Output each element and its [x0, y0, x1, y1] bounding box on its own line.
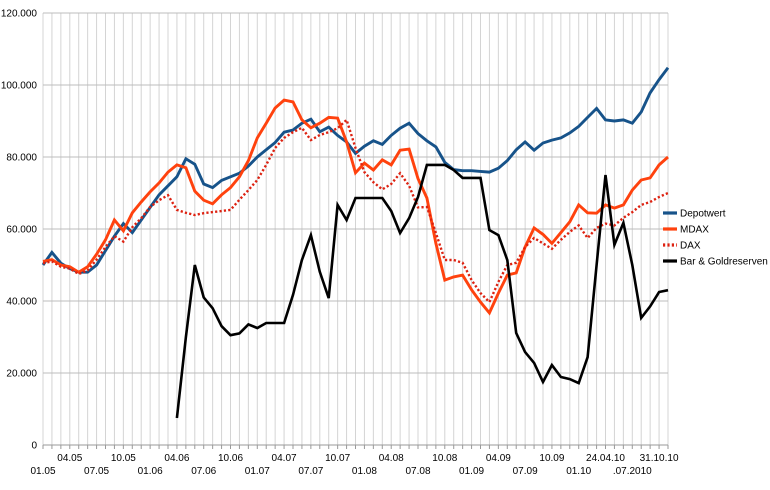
y-axis-label: 40.000	[6, 297, 37, 308]
legend-label-mdax: MDAX	[680, 225, 709, 236]
x-axis-label: .07.2010	[613, 466, 652, 477]
y-axis-label: 120.000	[1, 9, 38, 20]
x-axis-label: 31.10.10	[640, 453, 679, 464]
y-axis-label: 0	[31, 441, 37, 452]
x-axis-label: 07.09	[513, 466, 538, 477]
x-axis-label: 04.07	[272, 453, 297, 464]
y-axis-label: 100.000	[1, 81, 38, 92]
series-line-dax	[42, 117, 669, 305]
x-axis-label: 01.05	[30, 466, 55, 477]
x-axis-label: 04.09	[486, 453, 511, 464]
x-axis-label: 01.08	[352, 466, 377, 477]
x-axis-label: 10.08	[432, 453, 457, 464]
series-line-bar-goldreserven	[175, 163, 669, 419]
x-axis-label: 07.07	[298, 466, 323, 477]
legend-label-bar-goldreserven: Bar & Goldreserven	[680, 257, 768, 268]
x-axis-label: 07.08	[405, 466, 430, 477]
series-line-mdax	[42, 98, 669, 316]
legend-label-dax: DAX	[680, 241, 701, 252]
x-axis-label: 10.06	[218, 453, 243, 464]
y-axis-label: 20.000	[6, 369, 37, 380]
x-axis-label: 01.10	[566, 466, 591, 477]
x-axis-label: 07.05	[84, 466, 109, 477]
x-axis-label: 04.08	[379, 453, 404, 464]
x-axis-label: 10.05	[111, 453, 136, 464]
x-axis-label: 01.06	[138, 466, 163, 477]
x-axis-label: 10.07	[325, 453, 350, 464]
x-axis-label: 04.05	[57, 453, 82, 464]
x-axis-label: 04.06	[164, 453, 189, 464]
x-axis-label: 10.09	[539, 453, 564, 464]
legend-label-depotwert: Depotwert	[680, 209, 726, 220]
y-axis-label: 60.000	[6, 225, 37, 236]
x-axis-label: 24.04.10	[586, 453, 625, 464]
y-axis-label: 80.000	[6, 153, 37, 164]
x-axis-label: 01.07	[245, 466, 270, 477]
x-axis-label: 07.06	[191, 466, 216, 477]
x-axis-label: 01.09	[459, 466, 484, 477]
